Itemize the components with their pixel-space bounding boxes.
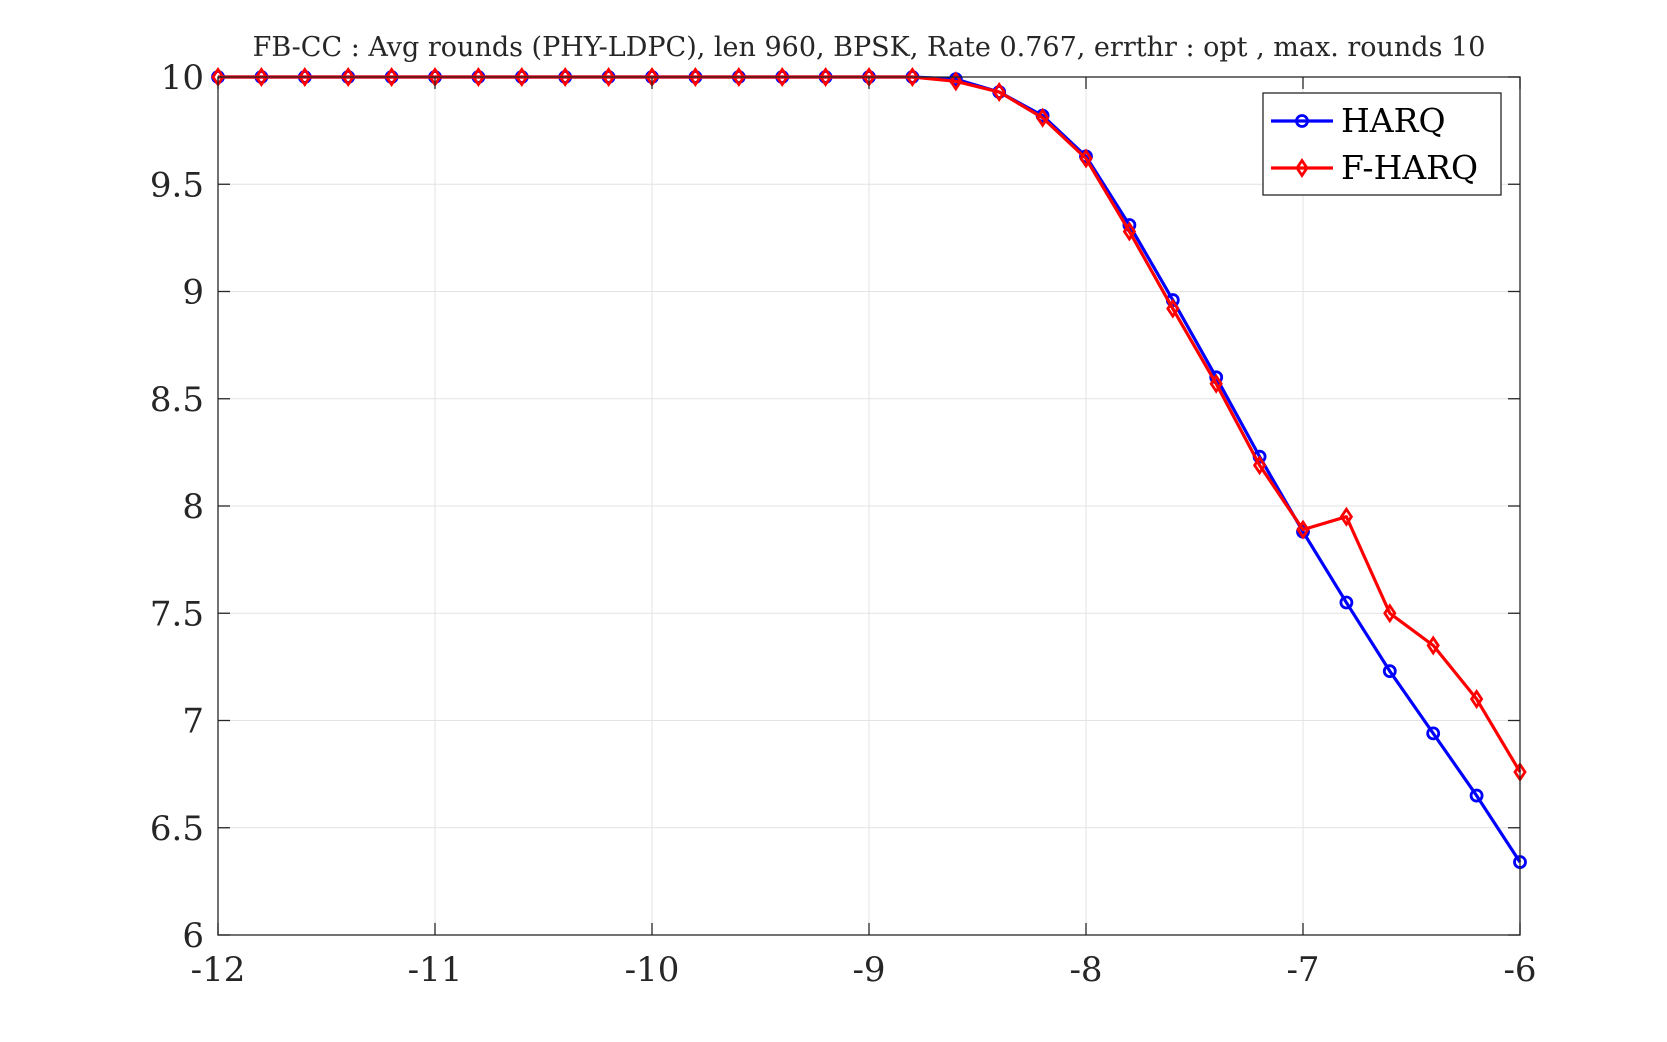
y-tick-label: 9 [182, 273, 204, 313]
data-point-f-harq [818, 66, 833, 88]
legend-label: F-HARQ [1341, 148, 1478, 187]
legend-swatch-marker [1295, 114, 1309, 128]
data-point-f-harq [1079, 148, 1093, 169]
data-point-f-harq [775, 66, 789, 88]
data-point-f-harq [298, 66, 312, 88]
y-tick-label: 7.5 [150, 594, 204, 634]
data-point-f-harq [558, 66, 572, 88]
x-tick-label: -10 [625, 950, 680, 990]
chart-title: FB-CC : Avg rounds (PHY-LDPC), len 960, … [253, 32, 1486, 63]
y-tick-label: 9.5 [150, 165, 204, 205]
data-point-f-harq [1426, 635, 1440, 656]
x-axis: -12 -11 -10 -9 -8 -7 -6 [191, 950, 1537, 990]
legend-entry-harq: HARQ [1271, 101, 1446, 140]
data-point-f-harq [515, 66, 529, 88]
tick-marks [217, 76, 1521, 936]
data-point-f-harq [1469, 689, 1484, 710]
y-tick-label: 7 [182, 702, 204, 742]
x-tick-label: -9 [852, 950, 885, 990]
y-tick-label: 8.5 [150, 380, 204, 420]
legend: HARQ F-HARQ [1262, 92, 1502, 196]
data-point-f-harq [1383, 603, 1397, 624]
data-point-harq [1339, 595, 1354, 610]
data-point-f-harq [732, 66, 746, 88]
y-tick-label: 10 [161, 58, 204, 98]
x-tick-label: -11 [408, 950, 463, 990]
x-tick-label: -8 [1069, 950, 1102, 990]
data-point-harq [1469, 788, 1484, 803]
legend-box [1262, 92, 1502, 196]
legend-swatch-marker [1295, 157, 1309, 179]
data-point-f-harq [341, 66, 355, 88]
y-tick-label: 6 [182, 916, 204, 956]
data-point-f-harq [1209, 373, 1223, 394]
data-point-f-harq [471, 66, 486, 88]
data-point-f-harq [601, 66, 616, 88]
y-tick-label: 6.5 [150, 809, 204, 849]
x-tick-label: -12 [191, 950, 246, 990]
data-point-f-harq [1296, 519, 1310, 540]
data-point-harq [1426, 726, 1441, 741]
data-point-f-harq [1166, 298, 1180, 319]
data-point-f-harq [384, 66, 399, 88]
legend-label: HARQ [1341, 101, 1446, 140]
data-point-f-harq [1122, 221, 1137, 242]
grid [217, 76, 1521, 936]
data-point-f-harq [992, 81, 1006, 103]
y-tick-label: 8 [182, 487, 204, 527]
data-point-f-harq [254, 66, 269, 88]
legend-entry-f-harq: F-HARQ [1271, 148, 1478, 187]
data-point-f-harq [1339, 506, 1354, 527]
data-point-f-harq [688, 66, 703, 88]
x-tick-label: -7 [1286, 950, 1319, 990]
data-point-f-harq [1035, 107, 1050, 128]
data-point-harq [1382, 664, 1397, 679]
y-axis: 6 6.5 7 7.5 8 8.5 9 9.5 10 [150, 58, 204, 956]
x-tick-label: -6 [1503, 950, 1536, 990]
data-point-f-harq [949, 71, 963, 92]
data-point-f-harq [905, 66, 920, 88]
data-point-f-harq [1252, 455, 1267, 476]
